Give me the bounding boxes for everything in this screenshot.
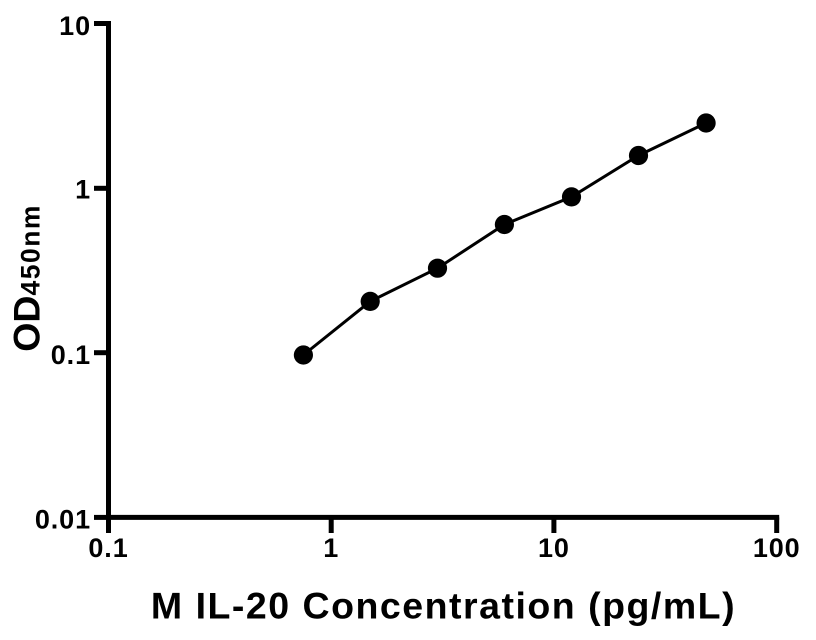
svg-text:M IL-20 Concentration (pg/mL): M IL-20 Concentration (pg/mL) <box>151 584 736 626</box>
svg-text:1: 1 <box>75 174 91 204</box>
svg-text:0.1: 0.1 <box>51 340 91 370</box>
svg-text:10: 10 <box>538 533 570 563</box>
svg-text:100: 100 <box>753 533 801 563</box>
svg-text:0.1: 0.1 <box>88 533 128 563</box>
svg-text:1: 1 <box>323 533 339 563</box>
svg-text:0.01: 0.01 <box>35 505 91 535</box>
svg-text:10: 10 <box>59 11 91 41</box>
